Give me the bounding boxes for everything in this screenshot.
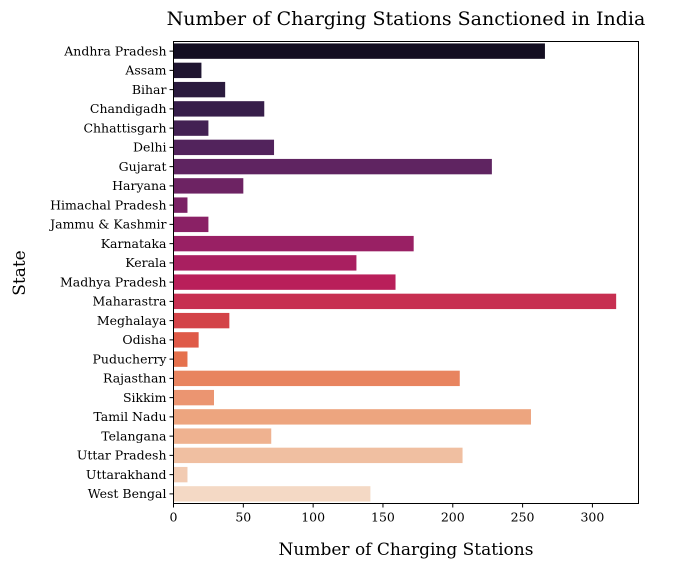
bar xyxy=(173,197,188,213)
y-axis-ticks: Andhra Pradesh Assam Bihar Chandigadh Chhatt… xyxy=(48,43,174,501)
y-tick-label: Haryana xyxy=(112,178,167,193)
y-tick-label: Sikkim xyxy=(123,390,167,405)
y-tick-label: Bihar xyxy=(132,82,167,97)
x-tick-label: 0 xyxy=(170,510,178,525)
x-tick-label: 200 xyxy=(441,510,465,525)
x-tick-label: 300 xyxy=(580,510,604,525)
y-tick-label: Rajasthan xyxy=(103,371,166,386)
bar xyxy=(173,178,244,194)
y-tick-label: Uttarakhand xyxy=(86,467,167,482)
y-tick-label: Andhra Pradesh xyxy=(63,43,166,58)
bar xyxy=(173,466,188,483)
bar xyxy=(173,409,531,425)
x-tick-label: 250 xyxy=(511,510,535,525)
bar xyxy=(173,389,214,406)
bar xyxy=(173,274,396,290)
bar xyxy=(173,447,463,464)
x-axis-ticks: 0 50 100 150 200 250 300 xyxy=(170,503,604,525)
bar xyxy=(173,293,617,310)
y-tick-label: Odisha xyxy=(122,332,167,347)
y-tick-label: Tamil Nadu xyxy=(93,409,166,424)
bar xyxy=(173,158,492,175)
y-tick-label: Maharastra xyxy=(92,294,167,309)
y-tick-label: Karnataka xyxy=(101,236,167,251)
y-tick-label: Meghalaya xyxy=(97,313,167,328)
bar xyxy=(173,235,414,252)
y-tick-label: Assam xyxy=(124,63,166,78)
y-tick-label: Chhattisgarh xyxy=(83,120,166,135)
y-tick-label: Himachal Pradesh xyxy=(50,197,166,212)
bar xyxy=(173,81,226,98)
bar xyxy=(173,101,265,117)
bars-group xyxy=(173,43,617,502)
bar xyxy=(173,120,209,136)
bar xyxy=(173,370,460,387)
y-tick-label: Gujarat xyxy=(119,159,167,174)
y-tick-label: Puducherry xyxy=(93,351,168,366)
y-tick-label: Delhi xyxy=(133,140,166,155)
bar xyxy=(173,486,371,502)
bar xyxy=(173,428,272,444)
y-tick-label: Telangana xyxy=(101,428,167,443)
bar xyxy=(173,332,199,348)
x-tick-label: 50 xyxy=(235,510,251,525)
bar xyxy=(173,43,545,59)
bar xyxy=(173,216,209,233)
y-tick-label: Madhya Pradesh xyxy=(60,274,167,289)
y-tick-label: Chandigadh xyxy=(90,101,167,116)
y-axis-title: State xyxy=(10,250,30,296)
y-tick-label: West Bengal xyxy=(88,486,167,501)
bar xyxy=(173,62,202,79)
bar xyxy=(173,255,357,271)
x-axis-title: Number of Charging Stations xyxy=(279,540,534,560)
y-tick-label: Uttar Pradesh xyxy=(77,448,167,463)
x-tick-label: 100 xyxy=(301,510,325,525)
bar xyxy=(173,139,275,156)
bar xyxy=(173,312,230,329)
plot-frame xyxy=(173,41,639,504)
y-tick-label: Jammu & Kashmir xyxy=(48,217,166,232)
x-tick-label: 150 xyxy=(371,510,395,525)
y-tick-label: Kerala xyxy=(125,255,167,270)
chart-title: Number of Charging Stations Sanctioned i… xyxy=(167,8,646,30)
bar xyxy=(173,351,188,367)
